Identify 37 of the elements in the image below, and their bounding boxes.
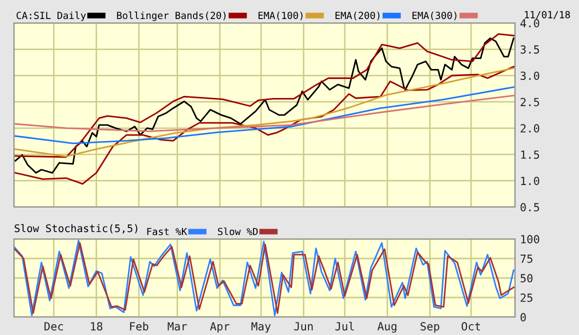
y-tick-label: 3.5 (520, 45, 540, 54)
x-tick-label: Aug (378, 322, 396, 333)
x-tick-label: Apr (210, 322, 230, 333)
legend-label: Fast %K (147, 228, 188, 236)
legend-label: EMA(200) (336, 12, 380, 20)
legend-label: Slow %D (218, 228, 258, 236)
x-tick-label: Feb (130, 322, 148, 331)
legend-label: Bollinger Bands(20) (117, 12, 226, 22)
y-tick-label: 1.0 (521, 176, 540, 186)
line-series (14, 66, 514, 185)
x-tick-label: May (252, 322, 271, 333)
y-tick-label: 75 (520, 254, 532, 263)
line-series (14, 86, 514, 144)
y-tick-label: 0 (520, 313, 526, 322)
x-tick-label: Jun (294, 322, 313, 331)
x-tick-label: Sep (420, 322, 440, 333)
y-tick-label: 4.0 (520, 19, 540, 28)
chart-title: Slow Stochastic(5,5) (14, 224, 138, 234)
legend-label: CA:SIL Daily (16, 12, 86, 21)
y-tick-label: 25 (520, 294, 532, 302)
line-series (14, 94, 514, 132)
y-tick-label: 3.0 (520, 72, 540, 80)
y-tick-label: 1.5 (521, 150, 540, 159)
y-tick-label: 50 (520, 274, 533, 282)
y-tick-label: 2.0 (520, 124, 540, 133)
x-tick-label: 18 (91, 322, 102, 331)
x-tick-label: Mar (168, 322, 187, 331)
x-tick-label: Oct (462, 322, 480, 331)
y-tick-label: 2.5 (520, 98, 540, 106)
legend-label: EMA(100) (258, 12, 302, 20)
x-tick-label: Dec (44, 322, 63, 331)
text: 11/01/18 (524, 10, 570, 20)
line-series (14, 67, 514, 158)
x-tick-label: Jul (335, 322, 354, 331)
y-tick-label: 0.5 (520, 203, 540, 212)
legend-label: EMA(300) (412, 12, 456, 20)
y-tick-label: 100 (521, 235, 540, 244)
